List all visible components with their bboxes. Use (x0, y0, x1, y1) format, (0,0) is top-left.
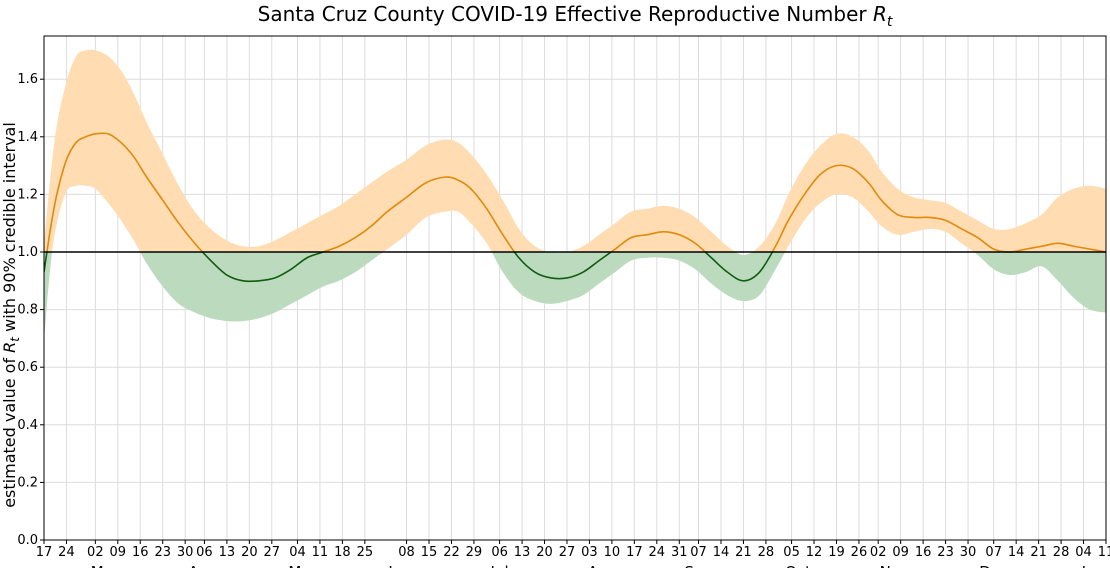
x-tick-label: 16 (915, 545, 932, 560)
x-tick-label: 30 (960, 545, 977, 560)
x-tick-label: 26 (851, 545, 868, 560)
band-below-1 (44, 252, 1106, 342)
x-tick-label: 15 (421, 545, 438, 560)
x-tick-label: 19 (828, 545, 845, 560)
x-tick-label: 17 (626, 545, 643, 560)
x-tick-label: 05 (783, 545, 800, 560)
x-tick-label: 24 (58, 545, 75, 560)
x-tick-label: 21 (1030, 545, 1047, 560)
x-month-label: Apr (188, 563, 215, 568)
y-tick-label: 1.6 (17, 72, 38, 87)
x-tick-label: 28 (758, 545, 775, 560)
x-tick-label: 07 (985, 545, 1002, 560)
x-month-label: Jan (1081, 563, 1105, 568)
x-tick-label: 24 (649, 545, 666, 560)
y-tick-label: 0.8 (17, 303, 38, 318)
y-tick-label: 0.2 (17, 475, 38, 490)
x-tick-label: 23 (937, 545, 954, 560)
x-tick-label: 11 (312, 545, 329, 560)
x-tick-label: 13 (514, 545, 531, 560)
x-tick-label: 06 (196, 545, 213, 560)
x-month-label: Sep (684, 563, 712, 568)
x-tick-label: 06 (491, 545, 508, 560)
x-month-label: Dec (979, 563, 1008, 568)
band-above-1 (44, 49, 1106, 252)
x-tick-label: 11 (1098, 545, 1110, 560)
x-tick-label: 02 (870, 545, 887, 560)
y-axis-label: estimated value of Rt with 90% credible … (0, 122, 22, 508)
x-axis-ticks: 17 24 02 09 16 23 30 06 13 20 27 04 11 18 25 08 15 22 29 06… (36, 540, 1110, 560)
y-tick-label: 0.0 (17, 533, 38, 548)
y-tick-label: 0.4 (17, 418, 38, 433)
x-tick-label: 03 (581, 545, 598, 560)
x-tick-label: 07 (690, 545, 707, 560)
x-axis-month-labels: Mar Apr May Jun Jul Aug Sep Oct Nov Dec Jan (91, 563, 1105, 568)
x-month-label: Oct (785, 563, 811, 568)
x-tick-label: 30 (177, 545, 194, 560)
x-tick-label: 10 (604, 545, 621, 560)
x-tick-label: 14 (1008, 545, 1025, 560)
rt-line-above-1 (46, 132, 1106, 252)
x-tick-label: 14 (713, 545, 730, 560)
x-tick-label: 31 (671, 545, 688, 560)
x-month-label: Jul (490, 563, 509, 568)
y-tick-label: 1.2 (17, 187, 38, 202)
x-month-label: May (288, 563, 319, 568)
x-tick-label: 09 (892, 545, 909, 560)
x-tick-label: 04 (289, 545, 306, 560)
x-tick-label: 09 (110, 545, 127, 560)
rt-line-below-1 (44, 252, 1106, 283)
x-tick-label: 22 (443, 545, 460, 560)
x-tick-label: 12 (806, 545, 823, 560)
x-tick-label: 27 (559, 545, 576, 560)
x-tick-label: 21 (735, 545, 752, 560)
y-axis-ticks: 0.0 0.2 0.4 0.6 0.8 1.0 1.2 1.4 1.6 (17, 72, 44, 548)
y-tick-label: 1.4 (17, 130, 38, 145)
rt-estimate-lines (44, 132, 1106, 283)
x-month-label: Aug (588, 563, 617, 568)
y-tick-label: 0.6 (17, 360, 38, 375)
x-tick-label: 17 (36, 545, 53, 560)
y-tick-label: 1.0 (17, 245, 38, 260)
x-tick-label: 16 (132, 545, 149, 560)
x-tick-label: 23 (154, 545, 171, 560)
x-tick-label: 04 (1075, 545, 1092, 560)
x-tick-label: 27 (264, 545, 281, 560)
x-tick-label: 20 (536, 545, 553, 560)
x-month-label: Mar (91, 563, 120, 568)
plot-frame (43, 35, 1107, 541)
x-tick-label: 28 (1053, 545, 1070, 560)
chart-title: Santa Cruz County COVID-19 Effective Rep… (258, 2, 893, 30)
x-tick-label: 20 (241, 545, 258, 560)
x-tick-label: 18 (334, 545, 351, 560)
credible-interval-bands (44, 49, 1106, 342)
x-tick-label: 02 (87, 545, 104, 560)
x-tick-label: 29 (466, 545, 483, 560)
x-tick-label: 13 (219, 545, 236, 560)
x-tick-label: 25 (357, 545, 374, 560)
x-month-label: Nov (880, 563, 909, 568)
x-month-label: Jun (387, 563, 411, 568)
x-tick-label: 08 (398, 545, 415, 560)
